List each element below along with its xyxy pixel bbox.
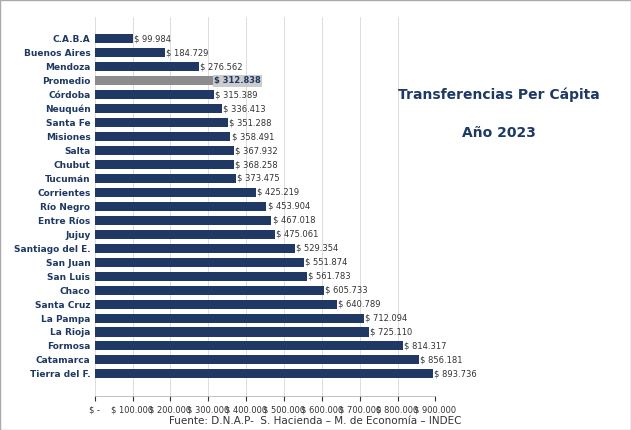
Bar bbox=[95, 48, 165, 58]
Text: $ 99.984: $ 99.984 bbox=[134, 34, 170, 43]
Text: $ 312.838: $ 312.838 bbox=[215, 76, 261, 85]
Text: $ 425.219: $ 425.219 bbox=[257, 188, 299, 197]
Text: Fuente: D.N.A.P-  S. Hacienda – M. de Economía – INDEC: Fuente: D.N.A.P- S. Hacienda – M. de Eco… bbox=[169, 416, 462, 426]
Bar bbox=[95, 174, 236, 183]
Bar bbox=[95, 104, 222, 113]
Bar bbox=[95, 62, 199, 71]
Bar bbox=[95, 216, 271, 225]
Text: $ 561.783: $ 561.783 bbox=[309, 272, 351, 281]
Text: $ 814.317: $ 814.317 bbox=[404, 341, 447, 350]
Text: $ 529.354: $ 529.354 bbox=[296, 244, 338, 253]
Bar bbox=[95, 118, 228, 127]
Bar bbox=[95, 76, 213, 85]
Bar bbox=[95, 300, 337, 309]
Text: $ 358.491: $ 358.491 bbox=[232, 132, 274, 141]
Text: $ 605.733: $ 605.733 bbox=[325, 286, 368, 295]
Bar bbox=[95, 355, 419, 365]
Text: $ 373.475: $ 373.475 bbox=[237, 174, 280, 183]
Bar bbox=[95, 313, 364, 322]
Bar bbox=[95, 146, 234, 155]
Text: $ 893.736: $ 893.736 bbox=[434, 369, 477, 378]
Bar bbox=[95, 369, 433, 378]
Bar bbox=[95, 341, 403, 350]
Text: $ 351.288: $ 351.288 bbox=[229, 118, 271, 127]
Text: $ 467.018: $ 467.018 bbox=[273, 216, 315, 225]
Text: $ 367.932: $ 367.932 bbox=[235, 146, 278, 155]
Text: Año 2023: Año 2023 bbox=[461, 126, 536, 140]
Text: Transferencias Per Cápita: Transferencias Per Cápita bbox=[398, 87, 599, 102]
Text: $ 475.061: $ 475.061 bbox=[276, 230, 318, 239]
Text: $ 712.094: $ 712.094 bbox=[365, 313, 408, 322]
Bar bbox=[95, 160, 234, 169]
Bar bbox=[95, 328, 369, 337]
Text: $ 315.389: $ 315.389 bbox=[215, 90, 257, 99]
Bar bbox=[95, 188, 256, 197]
Bar bbox=[95, 286, 324, 295]
Bar bbox=[95, 230, 274, 239]
Text: $ 336.413: $ 336.413 bbox=[223, 104, 266, 113]
Bar bbox=[95, 132, 230, 141]
Text: $ 453.904: $ 453.904 bbox=[268, 202, 310, 211]
Text: $ 640.789: $ 640.789 bbox=[338, 300, 381, 309]
Bar bbox=[95, 202, 266, 211]
Text: $ 184.729: $ 184.729 bbox=[166, 49, 208, 57]
Bar bbox=[95, 244, 295, 253]
Text: $ 276.562: $ 276.562 bbox=[201, 62, 243, 71]
Text: $ 368.258: $ 368.258 bbox=[235, 160, 278, 169]
Text: $ 856.181: $ 856.181 bbox=[420, 356, 463, 364]
Bar bbox=[95, 258, 304, 267]
Text: $ 551.874: $ 551.874 bbox=[305, 258, 347, 267]
Bar bbox=[95, 34, 133, 43]
Bar bbox=[95, 90, 214, 99]
Bar bbox=[95, 272, 307, 281]
Text: $ 725.110: $ 725.110 bbox=[370, 328, 413, 337]
